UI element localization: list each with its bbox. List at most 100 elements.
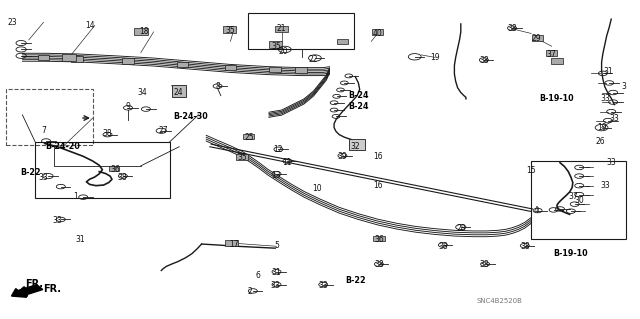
Text: 33: 33 — [318, 281, 328, 290]
Bar — [373, 236, 385, 241]
Text: 13: 13 — [271, 171, 282, 180]
Text: B-22: B-22 — [345, 276, 365, 285]
Text: 38: 38 — [479, 260, 489, 269]
Text: 36: 36 — [110, 165, 120, 174]
Text: 39: 39 — [337, 152, 348, 161]
Bar — [236, 154, 248, 160]
Text: 38: 38 — [479, 56, 489, 65]
Text: 33: 33 — [609, 114, 620, 122]
Text: B-19-10: B-19-10 — [540, 94, 574, 103]
Text: 18: 18 — [140, 27, 148, 36]
Text: 33: 33 — [606, 158, 616, 167]
Text: 27: 27 — [158, 126, 168, 135]
Text: 11: 11 — [282, 158, 291, 167]
Text: 33: 33 — [600, 181, 610, 189]
Text: 37: 37 — [547, 50, 557, 59]
Text: 38: 38 — [438, 242, 448, 251]
Bar — [269, 67, 281, 72]
Bar — [172, 85, 186, 97]
Bar — [372, 29, 383, 35]
Text: 14: 14 — [84, 21, 95, 30]
Text: 34: 34 — [137, 88, 147, 97]
Text: 16: 16 — [372, 152, 383, 161]
Text: 24: 24 — [173, 88, 183, 97]
Text: 17: 17 — [228, 240, 239, 249]
Text: 28: 28 — [456, 224, 465, 233]
Text: 38: 38 — [117, 173, 127, 182]
Bar — [295, 67, 307, 73]
Text: 23: 23 — [8, 18, 18, 27]
Text: 26: 26 — [595, 137, 605, 146]
Bar — [337, 39, 348, 44]
Bar — [269, 41, 282, 48]
Bar — [275, 26, 288, 32]
Text: 31: 31 — [75, 235, 85, 244]
Bar — [38, 55, 49, 60]
Text: B-24: B-24 — [348, 102, 369, 111]
Text: B-24: B-24 — [348, 91, 369, 100]
Text: B-19-10: B-19-10 — [554, 249, 588, 258]
Text: 16: 16 — [372, 181, 383, 189]
Text: 2: 2 — [247, 287, 252, 296]
Text: 35: 35 — [271, 42, 282, 51]
Text: 22: 22 — [309, 55, 318, 63]
Bar — [546, 50, 557, 56]
Text: 38: 38 — [374, 260, 384, 269]
Text: 31: 31 — [603, 67, 613, 76]
Text: 7: 7 — [41, 126, 46, 135]
Text: 33: 33 — [52, 216, 63, 225]
Text: 33: 33 — [38, 173, 49, 182]
Text: 38: 38 — [520, 242, 530, 251]
Bar — [6, 89, 93, 145]
Text: 9: 9 — [125, 102, 131, 111]
Text: 33: 33 — [270, 281, 280, 290]
Text: 37: 37 — [568, 192, 578, 201]
Text: 8: 8 — [215, 82, 220, 91]
Text: 5: 5 — [274, 241, 279, 250]
Text: FR.: FR. — [26, 279, 44, 289]
Bar — [225, 240, 238, 246]
Bar — [248, 13, 354, 49]
Bar — [62, 54, 76, 61]
Text: SNC4B2520B: SNC4B2520B — [476, 299, 522, 304]
Text: 21: 21 — [277, 24, 286, 33]
Text: 36: 36 — [374, 235, 384, 244]
Text: 12: 12 — [274, 145, 283, 154]
Text: 1: 1 — [73, 192, 78, 201]
Bar — [134, 28, 148, 35]
FancyArrow shape — [12, 285, 43, 297]
Text: 10: 10 — [312, 184, 322, 193]
Text: 6: 6 — [255, 271, 260, 280]
Bar — [109, 166, 119, 171]
Text: 30: 30 — [574, 197, 584, 205]
Bar — [243, 134, 254, 139]
Text: B-24-30: B-24-30 — [173, 112, 208, 121]
Text: 40: 40 — [372, 29, 383, 38]
Bar — [177, 62, 188, 67]
Text: 35: 35 — [237, 153, 247, 162]
Text: 38: 38 — [102, 130, 113, 138]
Text: FR.: FR. — [44, 284, 61, 294]
Text: 32: 32 — [350, 142, 360, 151]
Bar — [349, 138, 365, 150]
Bar — [71, 56, 83, 62]
Bar — [35, 142, 170, 198]
Text: 3: 3 — [621, 82, 627, 91]
Text: 29: 29 — [531, 34, 541, 43]
Text: 35: 35 — [225, 26, 236, 35]
Text: 25: 25 — [244, 133, 255, 142]
Text: 31: 31 — [271, 268, 282, 277]
Bar — [532, 35, 543, 41]
Text: 20: 20 — [278, 47, 288, 56]
Text: 15: 15 — [526, 166, 536, 175]
Text: 19: 19 — [430, 53, 440, 62]
Text: B-24-20: B-24-20 — [45, 142, 80, 151]
Bar — [223, 26, 236, 33]
Bar — [225, 65, 236, 70]
Text: 38: 38 — [507, 24, 517, 33]
Bar — [551, 58, 563, 64]
Bar — [531, 161, 626, 239]
Text: 19: 19 — [596, 123, 607, 132]
Text: B-22: B-22 — [20, 168, 41, 177]
Bar — [122, 58, 134, 64]
